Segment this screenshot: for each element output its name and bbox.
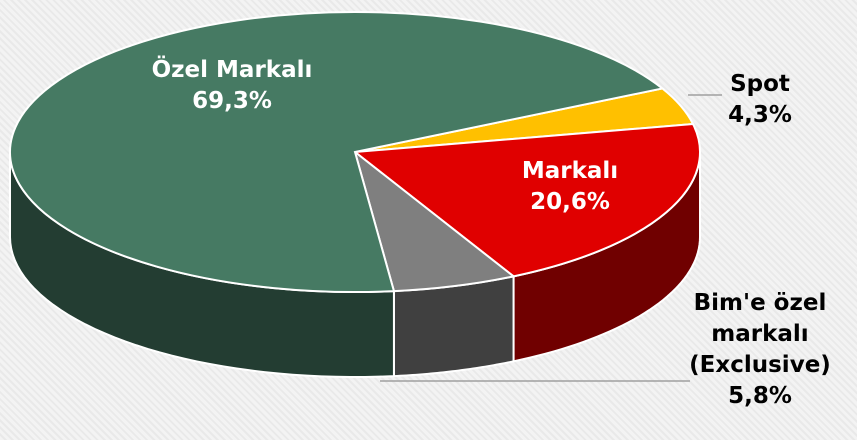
slice-label: Spot 4,3%	[728, 69, 792, 131]
category-label: Bim'e özel markalı (Exclusive)	[689, 290, 831, 378]
category-label: Özel Markalı	[151, 57, 313, 83]
slice	[352, 122, 701, 278]
value-label: 20,6%	[530, 189, 610, 215]
category-label: Spot	[730, 71, 790, 97]
slice	[353, 149, 516, 293]
slice-label: Özel Markalı 69,3%	[152, 55, 313, 117]
slice	[9, 11, 665, 293]
category-label: Markalı	[521, 158, 619, 184]
value-label: 4,3%	[728, 102, 792, 128]
slice-label: Bim'e özel markalı (Exclusive) 5,8%	[685, 288, 835, 412]
value-label: 5,8%	[728, 383, 792, 409]
slice-label: Markalı 20,6%	[522, 156, 618, 218]
slice-side	[392, 275, 515, 378]
value-label: 69,3%	[192, 88, 272, 114]
